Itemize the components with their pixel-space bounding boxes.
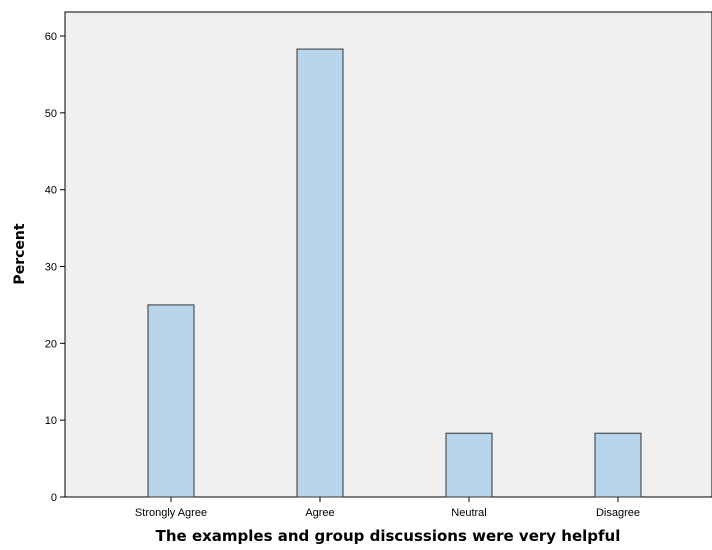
y-axis-ticks: 0 10 20 30 40 50 60	[45, 31, 65, 504]
x-tick-label: Disagree	[596, 507, 640, 519]
y-tick-label: 60	[45, 31, 57, 43]
x-tick-label: Strongly Agree	[135, 507, 207, 519]
y-axis-title: Percent	[12, 223, 28, 284]
bar-strongly-agree	[147, 304, 195, 498]
x-tick-label: Neutral	[451, 507, 486, 519]
y-tick-label: 30	[45, 262, 57, 274]
y-tick-label: 40	[45, 185, 57, 197]
x-axis-ticks: Strongly Agree Agree Neutral Disagree	[135, 497, 640, 519]
bar-neutral	[445, 432, 493, 498]
y-tick-label: 50	[45, 108, 57, 120]
y-tick-label: 10	[45, 415, 57, 427]
x-tick-label: Agree	[305, 507, 334, 519]
bar-agree	[296, 48, 344, 498]
bar-disagree	[594, 432, 642, 498]
y-tick-label: 0	[51, 492, 57, 504]
x-axis-title: The examples and group discussions were …	[156, 527, 621, 545]
y-tick-label: 20	[45, 338, 57, 350]
